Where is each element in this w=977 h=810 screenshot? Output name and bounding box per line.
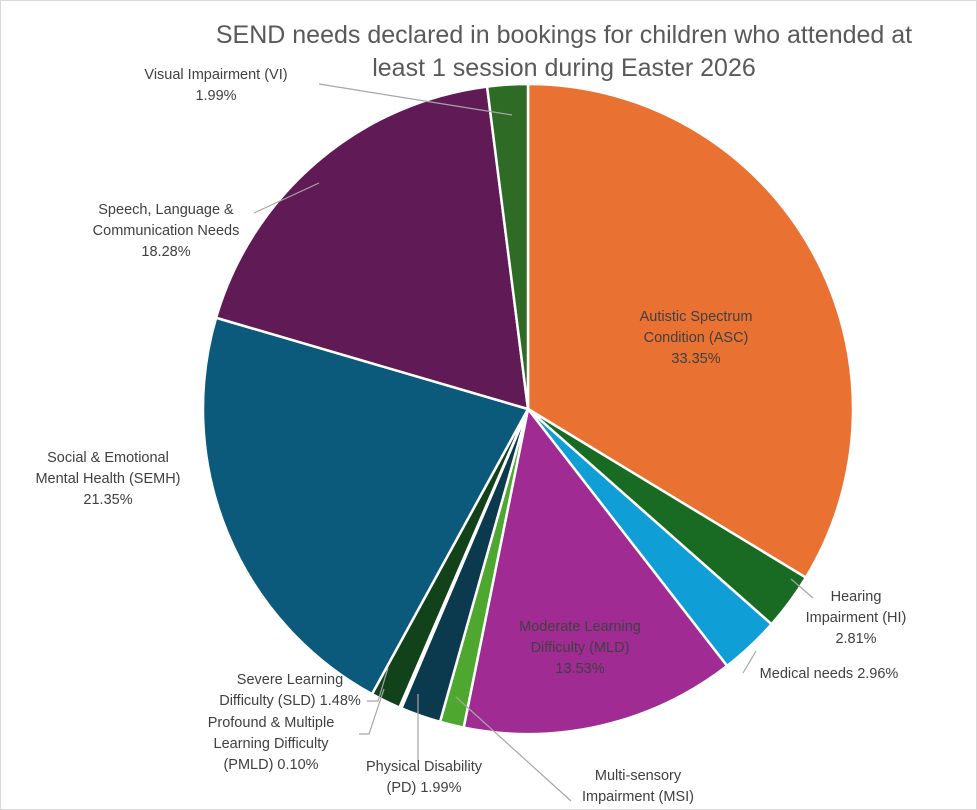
- leader-line-speech-language-communication-needs: [253, 182, 320, 214]
- pie-slices: [201, 82, 855, 736]
- data-label-line: Autistic Spectrum: [640, 309, 753, 325]
- data-label-profound-multiple-learning-difficulty-pmld: Profound & Multiple Learning Difficulty (P…: [208, 715, 335, 773]
- pie-slice-moderate-learning-difficulty-mld: [462, 406, 729, 736]
- pie-slice-speech-language-communication-needs: [214, 85, 530, 411]
- data-label-line: Communication Needs: [93, 223, 240, 239]
- leader-line-hearing-impairment-hi: [790, 578, 814, 599]
- data-label-line: 18.28%: [141, 244, 190, 260]
- leader-line-medical-needs: [742, 650, 757, 674]
- leader-line-severe-learning-difficulty-sld: [367, 667, 389, 702]
- data-label-autistic-spectrum-condition-asc: Autistic Spectrum Condition (ASC) 33.35%: [640, 309, 753, 367]
- data-label-line: Severe Learning: [237, 672, 343, 688]
- data-label-line: 2.81%: [835, 631, 876, 647]
- data-label-severe-learning-difficulty-sld: Severe Learning Difficulty (SLD) 1.48%: [219, 672, 361, 709]
- data-label-line: Medical needs 2.96%: [760, 666, 899, 682]
- data-label-line: Impairment (MSI): [582, 789, 694, 805]
- data-label-social-emotional-mental-health-semh: Social & Emotional Mental Health (SEMH) 21…: [35, 450, 180, 508]
- pie-slice-social-emotional-mental-health-semh: [201, 316, 530, 696]
- data-label-line: Social & Emotional: [47, 450, 169, 466]
- data-label-line: (PMLD) 0.10%: [223, 757, 318, 773]
- data-label-line: Multi-sensory: [595, 768, 682, 784]
- chart-title-line-2: least 1 session during Easter 2026: [372, 54, 756, 82]
- pie-slice-autistic-spectrum-condition-asc: [526, 82, 855, 580]
- data-label-line: 13.53%: [555, 661, 604, 677]
- data-label-line: Visual Impairment (VI): [144, 67, 287, 83]
- data-labels: Autistic Spectrum Condition (ASC) 33.35% He…: [35, 67, 906, 805]
- chart-title-line-1: SEND needs declared in bookings for chil…: [216, 21, 912, 49]
- data-label-line: 21.35%: [83, 492, 132, 508]
- data-label-line: Mental Health (SEMH): [35, 471, 180, 487]
- data-label-line: Difficulty (MLD): [531, 640, 630, 656]
- leader-line-profound-multiple-learning-difficulty-pmld: [359, 688, 385, 735]
- leader-line-visual-impairment-vi: [318, 83, 513, 116]
- data-label-moderate-learning-difficulty-mld: Moderate Learning Difficulty (MLD) 13.53%: [519, 619, 641, 677]
- data-label-line: 1.99%: [195, 88, 236, 104]
- data-label-physical-disability-pd: Physical Disability (PD) 1.99%: [366, 759, 483, 796]
- data-label-line: Impairment (HI): [806, 610, 907, 626]
- data-label-line: Hearing: [831, 589, 882, 605]
- data-label-medical-needs: Medical needs 2.96%: [760, 666, 899, 682]
- data-label-line: Moderate Learning: [519, 619, 641, 635]
- data-label-multi-sensory-impairment-msi: Multi-sensory Impairment (MSI): [582, 768, 694, 805]
- data-label-speech-language-communication-needs: Speech, Language & Communication Needs 18.…: [93, 202, 240, 260]
- data-label-line: Learning Difficulty: [214, 736, 330, 752]
- data-label-line: (PD) 1.99%: [387, 780, 462, 796]
- leader-lines: [253, 83, 814, 802]
- data-label-line: Profound & Multiple: [208, 715, 335, 731]
- data-label-line: Physical Disability: [366, 759, 483, 775]
- data-label-line: 33.35%: [671, 351, 720, 367]
- data-label-line: Difficulty (SLD) 1.48%: [219, 693, 361, 709]
- data-label-visual-impairment-vi: Visual Impairment (VI) 1.99%: [144, 67, 287, 104]
- leader-line-multi-sensory-impairment-msi: [455, 696, 572, 802]
- data-label-line: Speech, Language &: [98, 202, 234, 218]
- data-label-line: Condition (ASC): [644, 330, 749, 346]
- data-label-hearing-impairment-hi: Hearing Impairment (HI) 2.81%: [806, 589, 907, 647]
- pie-slice-visual-impairment-vi: [485, 82, 530, 410]
